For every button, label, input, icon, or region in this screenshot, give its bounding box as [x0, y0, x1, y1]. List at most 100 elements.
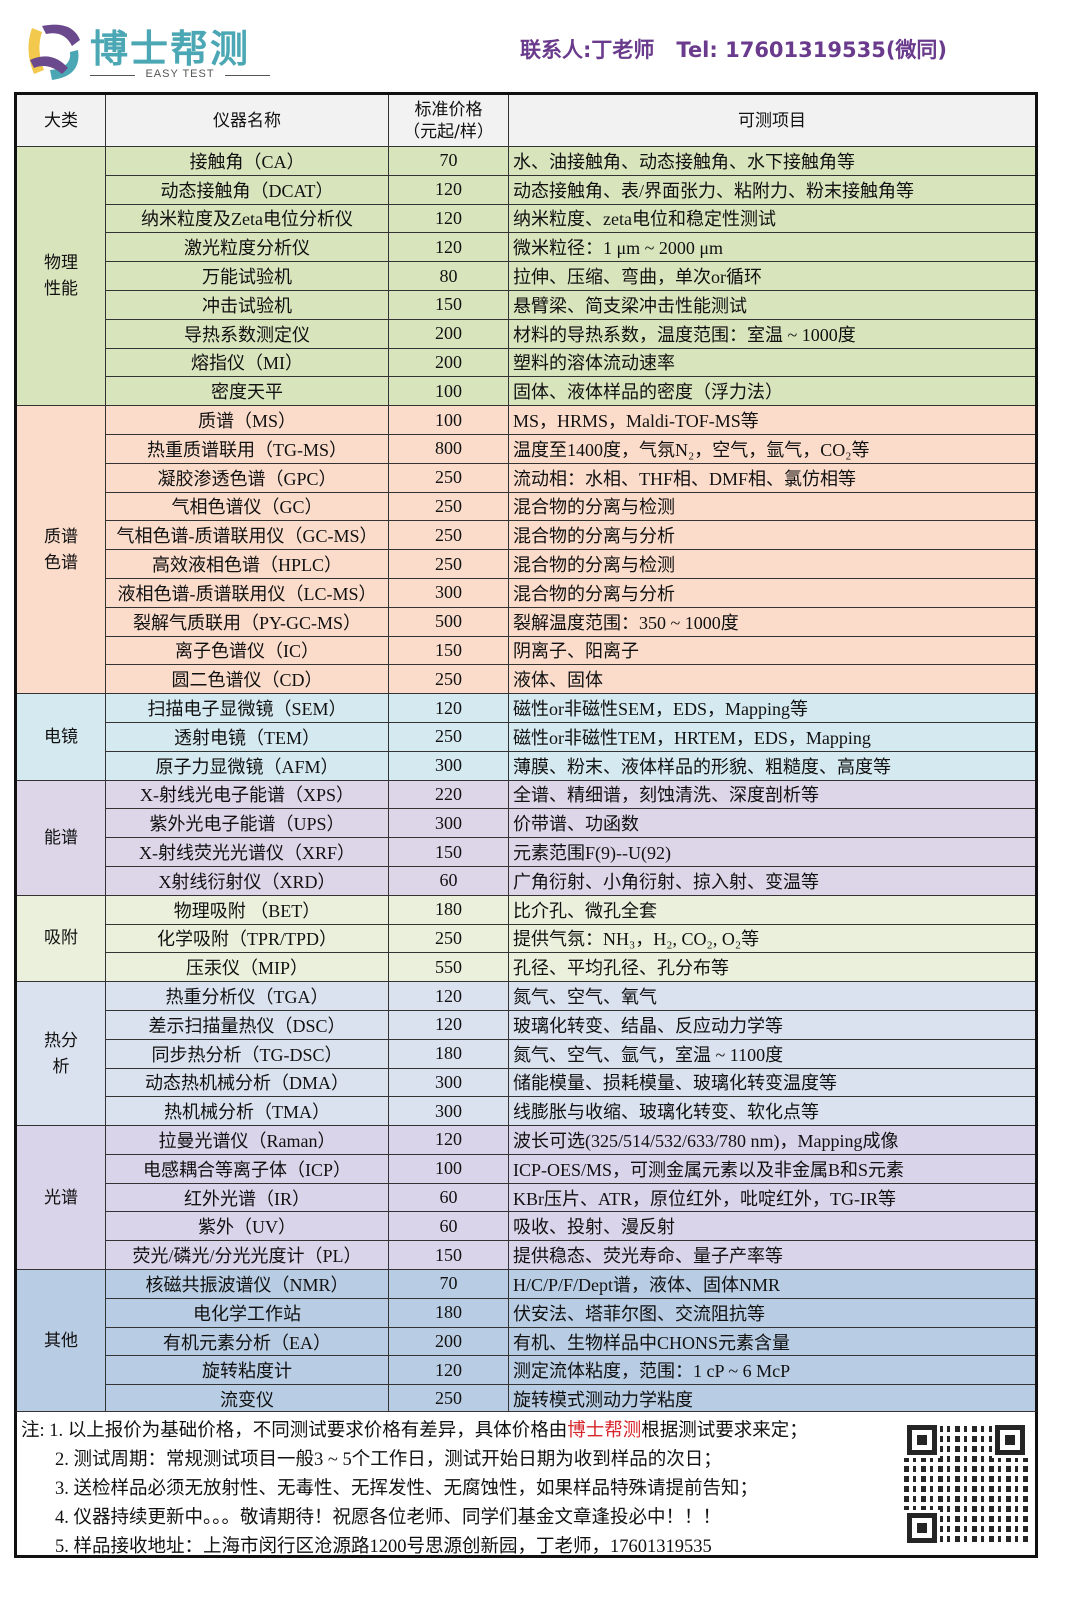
instrument-name: 透射电镜（TEM） [105, 721, 389, 752]
instrument-name: 气相色谱-质谱联用仪（GC-MS） [105, 520, 389, 551]
price: 150 [388, 635, 509, 666]
notes-section: 注: 1. 以上报价为基础价格，不同测试要求价格有差异，具体价格由博士帮测根据测… [14, 1411, 1038, 1558]
test-items: 氮气、空气、氩气，室温 ~ 1100度 [508, 1038, 1037, 1069]
table-row: 热分析 热重分析仪（TGA） 120 氮气、空气、氧气 [15, 981, 1037, 1127]
table-row: 压汞仪（MIP） 550 孔径、平均孔径、孔分布等 [15, 952, 1037, 983]
price: 250 [388, 664, 509, 695]
test-items: 动态接触角、表/界面张力、粘附力、粉末接触角等 [508, 174, 1037, 205]
table-row: 紫外光电子能谱（UPS） 300 价带谱、功函数 [15, 808, 1037, 839]
price: 200 [388, 1326, 509, 1357]
instrument-name: 裂解气质联用（PY-GC-MS） [105, 606, 389, 637]
table-row: 荧光/磷光/分光光度计（PL） 150 提供稳态、荧光寿命、量子产率等 [15, 1240, 1037, 1271]
header-items: 可测项目 [508, 93, 1037, 147]
test-items: 有机、生物样品中CHONS元素含量 [508, 1326, 1037, 1357]
table-row: 其他 核磁共振波谱仪（NMR） 70 H/C/P/F/Dept谱，液体、固体NMR [15, 1269, 1037, 1415]
qr-finder [904, 1510, 940, 1546]
header-instrument: 仪器名称 [105, 93, 389, 147]
price: 120 [388, 693, 509, 723]
test-items: 旋转模式测动力学粘度 [508, 1384, 1037, 1415]
qr-finder [904, 1422, 940, 1458]
test-items: 线膨胀与收缩、玻璃化转变、软化点等 [508, 1096, 1037, 1127]
header-price-line2: （元起/样） [403, 121, 494, 142]
instrument-name: 动态热机械分析（DMA） [105, 1067, 389, 1098]
table-row: X-射线荧光光谱仪（XRF） 150 元素范围F(9)--U(92) [15, 837, 1037, 867]
note-4: 4. 仪器持续更新中。。。敬请期待！祝愿各位老师、同学们基金文章逢投必中！！！ [55, 1508, 722, 1528]
contact-info: 联系人:丁老师 Tel: 17601319535(微同) [520, 34, 969, 64]
table-row: 气相色谱-质谱联用仪（GC-MS） 250 混合物的分离与分析 [15, 520, 1037, 551]
price: 60 [388, 1182, 509, 1213]
instrument-name: 紫外（UV） [105, 1211, 389, 1242]
price: 150 [388, 837, 509, 867]
instrument-name: 电感耦合等离子体（ICP） [105, 1153, 389, 1184]
table-row: 质谱色谱 质谱（MS） 100 MS，HRMS，Maldi-TOF-MS等 [15, 405, 1037, 695]
test-items: 薄膜、粉末、液体样品的形貌、粗糙度、高度等 [508, 750, 1037, 781]
price: 300 [388, 1067, 509, 1098]
table-row: 密度天平 100 固体、液体样品的密度（浮力法） [15, 376, 1037, 407]
header-price-line1: 标准价格 [414, 99, 483, 120]
test-items: 阴离子、阳离子 [508, 635, 1037, 666]
price: 60 [388, 865, 509, 896]
test-items: 固体、液体样品的密度（浮力法） [508, 376, 1037, 407]
table-row: X射线衍射仪（XRD） 60 广角衍射、小角衍射、掠入射、变温等 [15, 865, 1037, 896]
category-cell: 能谱 [15, 779, 106, 896]
qr-code [904, 1422, 1028, 1546]
instrument-name: X射线衍射仪（XRD） [105, 865, 389, 896]
category-cell: 光谱 [15, 1125, 106, 1271]
price-table: 大类 仪器名称 标准价格 （元起/样） 可测项目 物理性能 接触角（CA） 70 水、油… [14, 92, 1038, 1416]
instrument-name: 熔指仪（MI） [105, 347, 389, 378]
header-category: 大类 [15, 93, 106, 147]
note-5: 5. 样品接收地址：上海市闵行区沧源路1200号思源创新园，丁老师，176013… [55, 1537, 712, 1557]
test-items: KBr压片、ATR，原位红外，吡啶红外，TG-IR等 [508, 1182, 1037, 1213]
price: 180 [388, 894, 509, 925]
table-row: 气相色谱仪（GC） 250 混合物的分离与检测 [15, 491, 1037, 522]
test-items: 流动相：水相、THF相、DMF相、氯仿相等 [508, 462, 1037, 493]
test-items: 磁性or非磁性SEM，EDS，Mapping等 [508, 693, 1037, 723]
price: 200 [388, 347, 509, 378]
instrument-name: 热机械分析（TMA） [105, 1096, 389, 1127]
table-row: 热机械分析（TMA） 300 线膨胀与收缩、玻璃化转变、软化点等 [15, 1096, 1037, 1127]
qr-finder [992, 1422, 1028, 1458]
instrument-name: 高效液相色谱（HPLC） [105, 549, 389, 579]
category-cell: 质谱色谱 [15, 405, 106, 695]
table-row: 圆二色谱仪（CD） 250 液体、固体 [15, 664, 1037, 695]
table-row: 冲击试验机 150 悬臂梁、简支梁冲击性能测试 [15, 289, 1037, 320]
price: 800 [388, 433, 509, 464]
test-items: 储能模量、损耗模量、玻璃化转变温度等 [508, 1067, 1037, 1098]
instrument-name: 热重分析仪（TGA） [105, 981, 389, 1011]
instrument-name: 密度天平 [105, 376, 389, 407]
test-items: H/C/P/F/Dept谱，液体、固体NMR [508, 1269, 1037, 1299]
note-1-brand: 博士帮测 [567, 1421, 642, 1441]
price: 200 [388, 318, 509, 349]
table-row: 热重质谱联用（TG-MS） 800 温度至1400度，气氛N₂，空气，氩气，CO₂等 [15, 433, 1037, 464]
price: 250 [388, 721, 509, 752]
note-1-tail: 根据测试要求来定； [641, 1421, 808, 1441]
test-items: 拉伸、压缩、弯曲，单次or循环 [508, 261, 1037, 291]
logo-mark-icon [28, 24, 80, 80]
test-items: 材料的导热系数，温度范围：室温 ~ 1000度 [508, 318, 1037, 349]
price: 120 [388, 203, 509, 234]
instrument-name: 动态接触角（DCAT） [105, 174, 389, 205]
table-row: 同步热分析（TG-DSC） 180 氮气、空气、氩气，室温 ~ 1100度 [15, 1038, 1037, 1069]
test-items: MS，HRMS，Maldi-TOF-MS等 [508, 405, 1037, 435]
test-items: 混合物的分离与检测 [508, 491, 1037, 522]
test-items: 提供气氛：NH₃，H₂, CO₂, O₂等 [508, 923, 1037, 954]
price: 120 [388, 1125, 509, 1155]
instrument-name: 纳米粒度及Zeta电位分析仪 [105, 203, 389, 234]
test-items: 吸收、投射、漫反射 [508, 1211, 1037, 1242]
header-price: 标准价格 （元起/样） [388, 93, 509, 147]
test-items: 混合物的分离与分析 [508, 577, 1037, 608]
test-items: 混合物的分离与检测 [508, 549, 1037, 579]
table-row: 物理性能 接触角（CA） 70 水、油接触角、动态接触角、水下接触角等 [15, 145, 1037, 407]
note-1-text: 注: 1. 以上报价为基础价格，不同测试要求价格有差异，具体价格由 [21, 1421, 568, 1441]
instrument-name: 气相色谱仪（GC） [105, 491, 389, 522]
price: 250 [388, 923, 509, 954]
table-header: 大类 仪器名称 标准价格 （元起/样） 可测项目 [15, 93, 1037, 147]
instrument-name: 万能试验机 [105, 261, 389, 291]
test-items: 温度至1400度，气氛N₂，空气，氩气，CO₂等 [508, 433, 1037, 464]
price: 70 [388, 1269, 509, 1299]
table-row: 纳米粒度及Zeta电位分析仪 120 纳米粒度、zeta电位和稳定性测试 [15, 203, 1037, 234]
table-row: 光谱 拉曼光谱仪（Raman） 120 波长可选(325/514/532/633/78… [15, 1125, 1037, 1271]
price: 70 [388, 146, 509, 176]
instrument-name: 紫外光电子能谱（UPS） [105, 808, 389, 839]
instrument-name: 有机元素分析（EA） [105, 1326, 389, 1357]
